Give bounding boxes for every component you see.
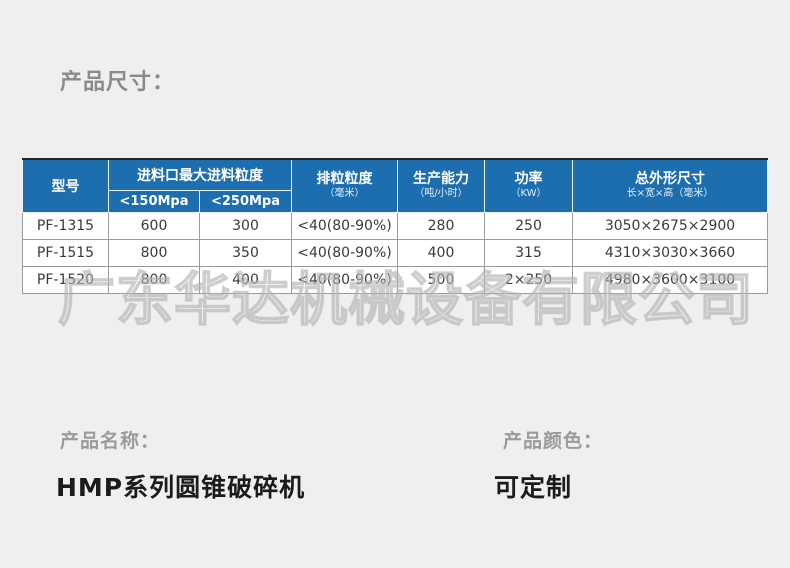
col-header-discharge-unit: （毫米） [324,188,365,200]
header-row-top: 型号 进料口最大进料粒度 排粒粒度 （毫米） 生产能力 （吨/小时） 功率 （K… [22,158,768,213]
table-row-pf1315: PF-1315 600 300 <40(80-90%) 280 250 3050… [22,211,768,240]
cell-feed250: 400 [199,265,292,294]
product-name-value: HMP系列圆锥破碎机 [56,473,306,502]
cell-discharge: <40(80-90%) [291,211,398,240]
col-header-discharge: 排粒粒度 （毫米） [291,158,398,213]
product-name-label: 产品名称： [60,430,161,452]
spec-table: 型号 进料口最大进料粒度 排粒粒度 （毫米） 生产能力 （吨/小时） 功率 （K… [22,158,768,294]
cell-feed250: 350 [199,238,292,267]
table-row-pf1515: PF-1515 800 350 <40(80-90%) 400 315 4310… [22,238,768,267]
col-header-model: 型号 [22,158,109,213]
page-title: 产品尺寸： [60,70,176,95]
col-header-dimensions: 总外形尺寸 长×宽×高（毫米） [572,158,768,213]
cell-model: PF-1315 [22,211,109,240]
cell-model: PF-1515 [22,238,109,267]
cell-power: 2×250 [484,265,573,294]
cell-discharge: <40(80-90%) [291,238,398,267]
cell-feed150: 800 [108,265,200,294]
spec-table-header: 型号 进料口最大进料粒度 排粒粒度 （毫米） 生产能力 （吨/小时） 功率 （K… [22,158,768,213]
cell-feed250: 300 [199,211,292,240]
cell-power: 315 [484,238,573,267]
table-row-pf1520: PF-1520 800 400 <40(80-90%) 500 2×250 49… [22,265,768,294]
col-header-dimensions-unit: 长×宽×高（毫米） [626,188,714,200]
product-color-value: 可定制 [494,473,573,502]
cell-feed150: 600 [108,211,200,240]
cell-dimensions: 4310×3030×3660 [572,238,768,267]
spec-table-container: 型号 进料口最大进料粒度 排粒粒度 （毫米） 生产能力 （吨/小时） 功率 （K… [22,158,768,294]
col-header-feed-150mpa: <150Mpa [108,189,200,213]
cell-capacity: 500 [397,265,485,294]
spec-table-body: PF-1315 600 300 <40(80-90%) 280 250 3050… [22,211,768,294]
col-header-feed-250mpa: <250Mpa [199,189,292,213]
col-header-power-title: 功率 [514,171,543,188]
cell-dimensions: 4980×3600×3100 [572,265,768,294]
col-header-dimensions-title: 总外形尺寸 [635,171,705,188]
cell-model: PF-1520 [22,265,109,294]
col-header-power: 功率 （KW） [484,158,573,213]
cell-feed150: 800 [108,238,200,267]
cell-capacity: 400 [397,238,485,267]
cell-discharge: <40(80-90%) [291,265,398,294]
col-header-power-unit: （KW） [510,188,547,200]
col-header-capacity-title: 生产能力 [413,171,469,188]
col-header-capacity-unit: （吨/小时） [414,188,468,200]
col-header-capacity: 生产能力 （吨/小时） [397,158,485,213]
col-header-feed-group: 进料口最大进料粒度 [108,158,292,191]
cell-dimensions: 3050×2675×2900 [572,211,768,240]
header-row-sub: <150Mpa <250Mpa [23,189,768,213]
col-header-discharge-title: 排粒粒度 [316,171,373,188]
product-color-label: 产品颜色： [503,430,604,452]
cell-capacity: 280 [397,211,485,240]
cell-power: 250 [484,211,573,240]
